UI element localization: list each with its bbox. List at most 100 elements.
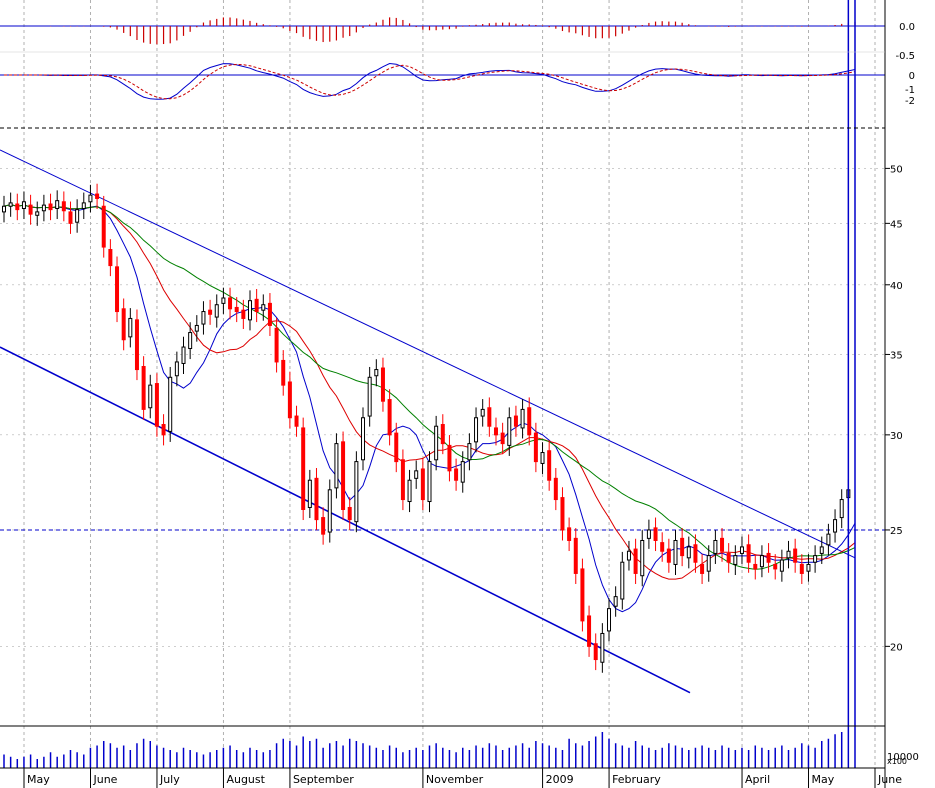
candle-body — [587, 615, 592, 647]
candle-body — [374, 369, 379, 377]
candle-body — [540, 452, 545, 464]
candle-body — [367, 376, 372, 417]
histogram-tick-label: -0.5 — [895, 51, 915, 62]
candle-body — [387, 399, 392, 436]
channel-upper-line — [0, 149, 856, 559]
candle-body — [61, 201, 66, 212]
price-tick-label: 20 — [890, 642, 903, 653]
candle-body — [301, 427, 306, 510]
price-tick-label: 25 — [890, 526, 903, 537]
candle-body — [267, 302, 272, 326]
candle-body — [394, 432, 399, 463]
candle-body — [626, 550, 631, 561]
candle-body — [81, 202, 86, 209]
candle-body — [407, 479, 412, 503]
candle-body — [88, 194, 93, 203]
candle-body — [593, 643, 598, 661]
candle-body — [55, 200, 60, 209]
candle-body — [700, 563, 705, 574]
candle-body — [640, 539, 645, 577]
candle-body — [354, 461, 359, 523]
candle-body — [759, 555, 764, 568]
candle-body — [214, 304, 219, 318]
candle-body — [799, 563, 804, 574]
candle-body — [128, 317, 133, 338]
candle-body — [580, 568, 585, 622]
candle-body — [41, 204, 46, 212]
candle-body — [839, 499, 844, 519]
candle-body — [241, 309, 246, 319]
candle-body — [221, 297, 226, 304]
candle-body — [420, 468, 425, 501]
candle-body — [533, 432, 538, 463]
candle-body — [95, 193, 100, 199]
ma-fast-line — [3, 204, 856, 613]
candle-body — [467, 443, 472, 461]
candle-body — [194, 324, 199, 332]
candle-body — [440, 424, 445, 445]
month-label: November — [426, 773, 484, 786]
candle-body — [294, 415, 299, 427]
ma-slow-line — [3, 204, 856, 570]
candle-body — [21, 201, 26, 209]
candle-body — [75, 209, 80, 223]
candle-body — [380, 367, 385, 402]
month-label: July — [159, 773, 180, 786]
candle-body — [168, 376, 173, 432]
candle-body — [2, 205, 6, 213]
candle-body — [527, 407, 532, 436]
price-tick-label: 30 — [890, 431, 903, 442]
candle-body — [833, 519, 838, 533]
candle-body — [341, 441, 346, 510]
macd-panel — [0, 62, 885, 100]
candle-body — [361, 417, 366, 461]
candle-body — [819, 546, 824, 554]
candle-body — [261, 304, 266, 311]
candle-body — [188, 332, 193, 350]
candle-body — [434, 425, 439, 461]
candle-body — [753, 563, 758, 570]
candle-body — [148, 384, 153, 409]
candle-body — [48, 203, 53, 211]
candle-body — [573, 537, 578, 574]
candle-body — [347, 506, 352, 521]
candle-body — [660, 542, 665, 552]
month-label: April — [745, 773, 770, 786]
channel-lower-line — [0, 346, 691, 694]
candle-body — [15, 203, 20, 211]
price-tick-label: 35 — [890, 350, 903, 361]
candle-body — [154, 383, 159, 427]
candle-body — [334, 443, 339, 489]
candle-body — [826, 533, 831, 546]
candle-body — [560, 497, 565, 531]
candle-body — [713, 539, 718, 554]
candle-body — [633, 548, 638, 574]
candle-body — [427, 461, 432, 503]
candle-body — [161, 424, 166, 436]
volume-panel — [3, 0, 856, 768]
candle-body — [793, 548, 798, 563]
month-label: June — [92, 773, 117, 786]
price-tick-label: 45 — [890, 219, 903, 230]
candle-body — [201, 311, 206, 325]
candle-body — [706, 555, 711, 572]
candle-body — [474, 417, 479, 443]
candle-body — [507, 417, 512, 446]
candle-body — [613, 596, 618, 607]
macd-line — [4, 62, 856, 100]
month-label: September — [293, 773, 354, 786]
candle-body — [813, 555, 818, 563]
candle-body — [454, 468, 459, 481]
candle-body — [646, 529, 651, 539]
candle-body — [414, 470, 419, 479]
candle-body — [693, 544, 698, 563]
candle-body — [101, 205, 106, 248]
candle-body — [620, 561, 625, 600]
candle-body — [779, 559, 784, 572]
candle-body — [773, 563, 778, 570]
candle-body — [673, 539, 678, 565]
price-tick-label: 40 — [890, 281, 903, 292]
